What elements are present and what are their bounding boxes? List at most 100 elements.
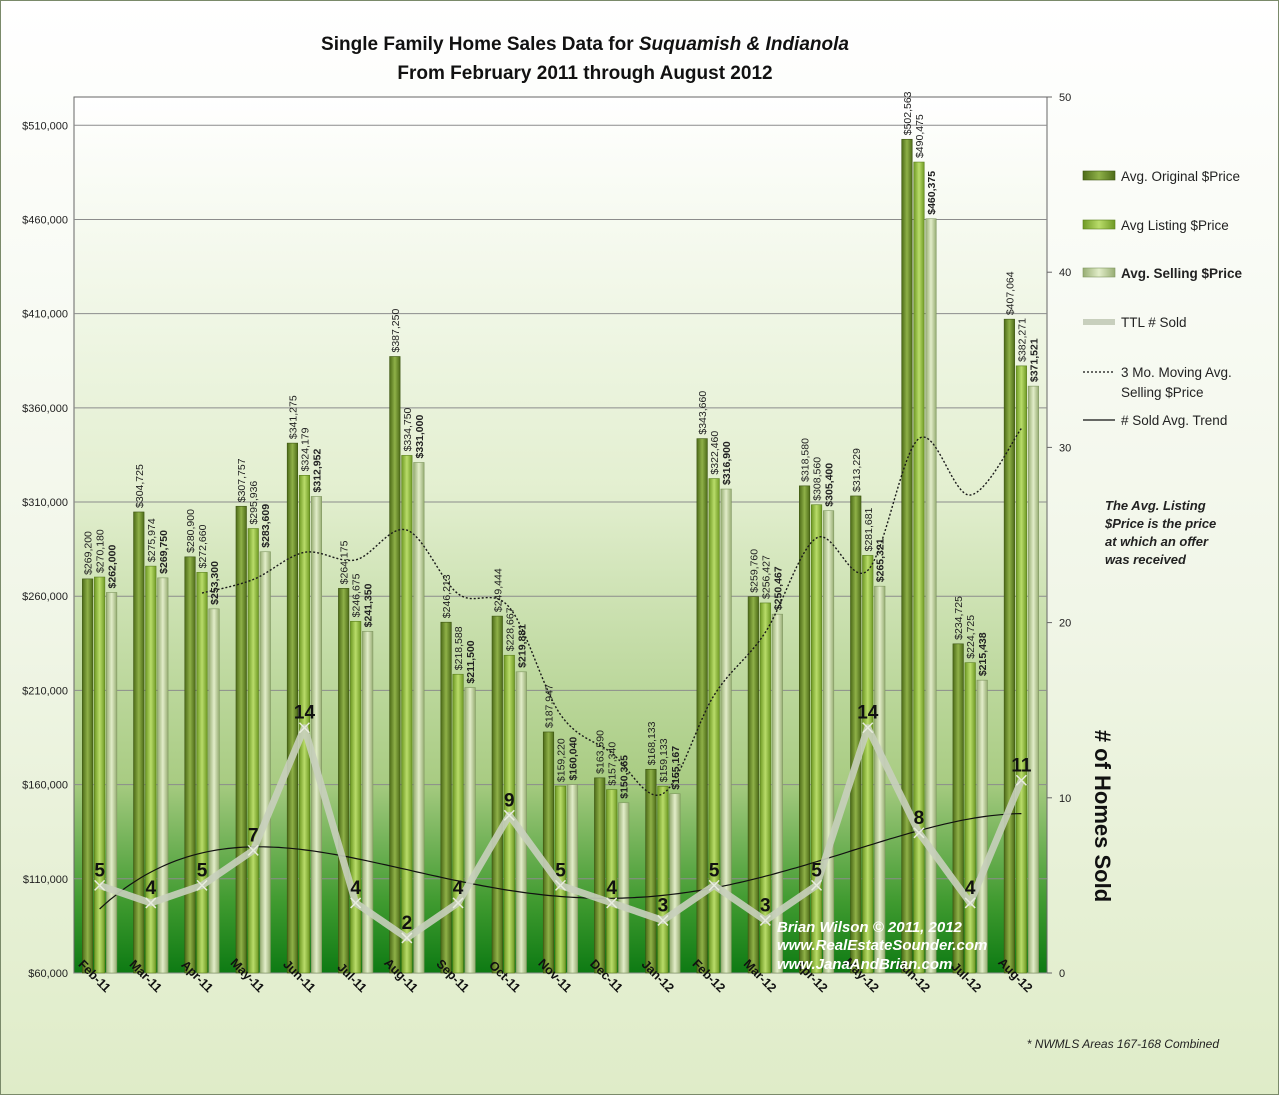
bar-value-label: $312,952 [311,449,323,493]
bar-value-label: $382,271 [1016,318,1028,362]
homes-sold-data-label: 3 [760,895,771,916]
bar [286,442,298,974]
y2-tick-label: 10 [1059,793,1071,805]
homes-sold-marker [913,827,925,839]
bar [310,496,322,974]
bar-value-label: $407,064 [1004,271,1016,315]
bar [823,510,835,974]
y-tick-label: $110,000 [23,874,68,886]
bar [338,588,350,974]
bar [1027,385,1039,974]
bar [708,478,720,974]
bar [440,621,452,974]
homes-sold-data-label: 5 [555,860,566,881]
y-tick-label: $160,000 [22,780,68,792]
bar-value-label: $307,757 [236,458,248,502]
homes-sold-data-label: 14 [857,703,879,724]
bar-value-label: $250,467 [772,566,784,610]
footnote: * NWMLS Areas 167-168 Combined [1027,1037,1220,1051]
chart-subtitle: From February 2011 through August 2012 [397,63,772,84]
homes-sold-marker [503,809,515,821]
bar-value-label: $249,444 [492,568,504,612]
bar-value-label: $163,590 [595,730,607,774]
y2-tick-label: 40 [1059,267,1071,279]
bar-value-label: $270,180 [95,529,107,573]
bar-value-label: $215,438 [977,632,989,676]
bar-value-label: $159,133 [658,738,670,782]
bar-value-label: $490,475 [914,114,926,158]
bar [491,615,503,974]
y-tick-label: $210,000 [22,685,68,697]
legend-swatch [1082,219,1116,230]
y-tick-label: $460,000 [22,214,68,226]
bar [976,679,988,974]
homes-sold-marker [862,722,874,734]
bar [145,565,157,974]
bar-value-label: $264,175 [339,540,351,584]
note-line: was received [1105,552,1187,567]
homes-sold-marker [759,914,771,926]
bar [350,621,362,974]
legend-swatch [1082,170,1116,181]
y2-tick-label: 50 [1059,92,1071,104]
bar [618,802,630,974]
legend-label: TTL # Sold [1121,315,1187,330]
note-box: The Avg. Listing $Price is the price at … [1104,498,1216,567]
bar-value-label: $265,321 [875,538,887,582]
homes-sold-marker [401,932,413,944]
homes-sold-marker [94,879,106,891]
right-y-axis: 0 10 20 30 40 50 [1047,92,1071,980]
bar-value-label: $295,936 [248,481,260,525]
bar-value-label: $281,681 [863,507,875,551]
bar-value-label: $308,560 [812,457,824,501]
bar [82,578,94,974]
bar-value-label: $168,133 [646,721,658,765]
bar [594,777,606,974]
bar-value-label: $387,250 [390,309,402,353]
bar [94,576,106,974]
bar [925,218,937,974]
homes-sold-marker [350,897,362,909]
bar [362,631,374,974]
chart-title-prefix: Single Family Home Sales Data for [321,34,639,55]
bar-value-label: $246,213 [441,574,453,618]
homes-sold-marker [554,879,567,891]
note-line: The Avg. Listing [1105,498,1206,513]
homes-sold-data-label: 5 [811,860,822,881]
bar-value-label: $280,900 [185,509,197,553]
bar [133,511,145,974]
bar [874,585,886,974]
note-line: $Price is the price [1104,516,1216,531]
y2-tick-label: 0 [1059,968,1065,980]
bar-value-label: $275,974 [146,518,158,562]
y2-tick-label: 20 [1059,618,1071,630]
bar-value-label: $322,460 [709,431,721,475]
bar [1015,365,1027,974]
legend-label: Avg. Original $Price [1121,169,1240,184]
homes-sold-data-label: 5 [709,860,720,881]
homes-sold-data-label: 4 [965,878,976,899]
bar [952,643,964,974]
bar-value-label: $246,675 [351,573,363,617]
homes-sold-marker [298,722,310,734]
bar-value-label: $343,660 [697,391,709,435]
bar [606,789,618,974]
note-line: at which an offer [1105,534,1209,549]
homes-sold-data-label: 4 [453,878,464,899]
bar-value-label: $228,667 [504,607,516,651]
left-y-axis: $60,000 $110,000 $160,000 $210,000 $260,000 $… [22,120,68,980]
bar [720,488,732,974]
bar [759,602,771,974]
homes-sold-marker [145,897,157,909]
homes-sold-marker [196,879,208,891]
homes-sold-marker [606,897,618,909]
bar-value-label: $334,750 [402,407,414,451]
legend-label: Avg. Selling $Price [1121,266,1243,281]
credit-line: www.JanaAndBrian.com [777,956,952,973]
bar [862,555,874,974]
bar-value-label: $159,220 [556,738,568,782]
bar [799,485,811,974]
legend-label: 3 Mo. Moving Avg. [1121,365,1232,380]
bar-value-label: $155,167 [670,746,682,790]
